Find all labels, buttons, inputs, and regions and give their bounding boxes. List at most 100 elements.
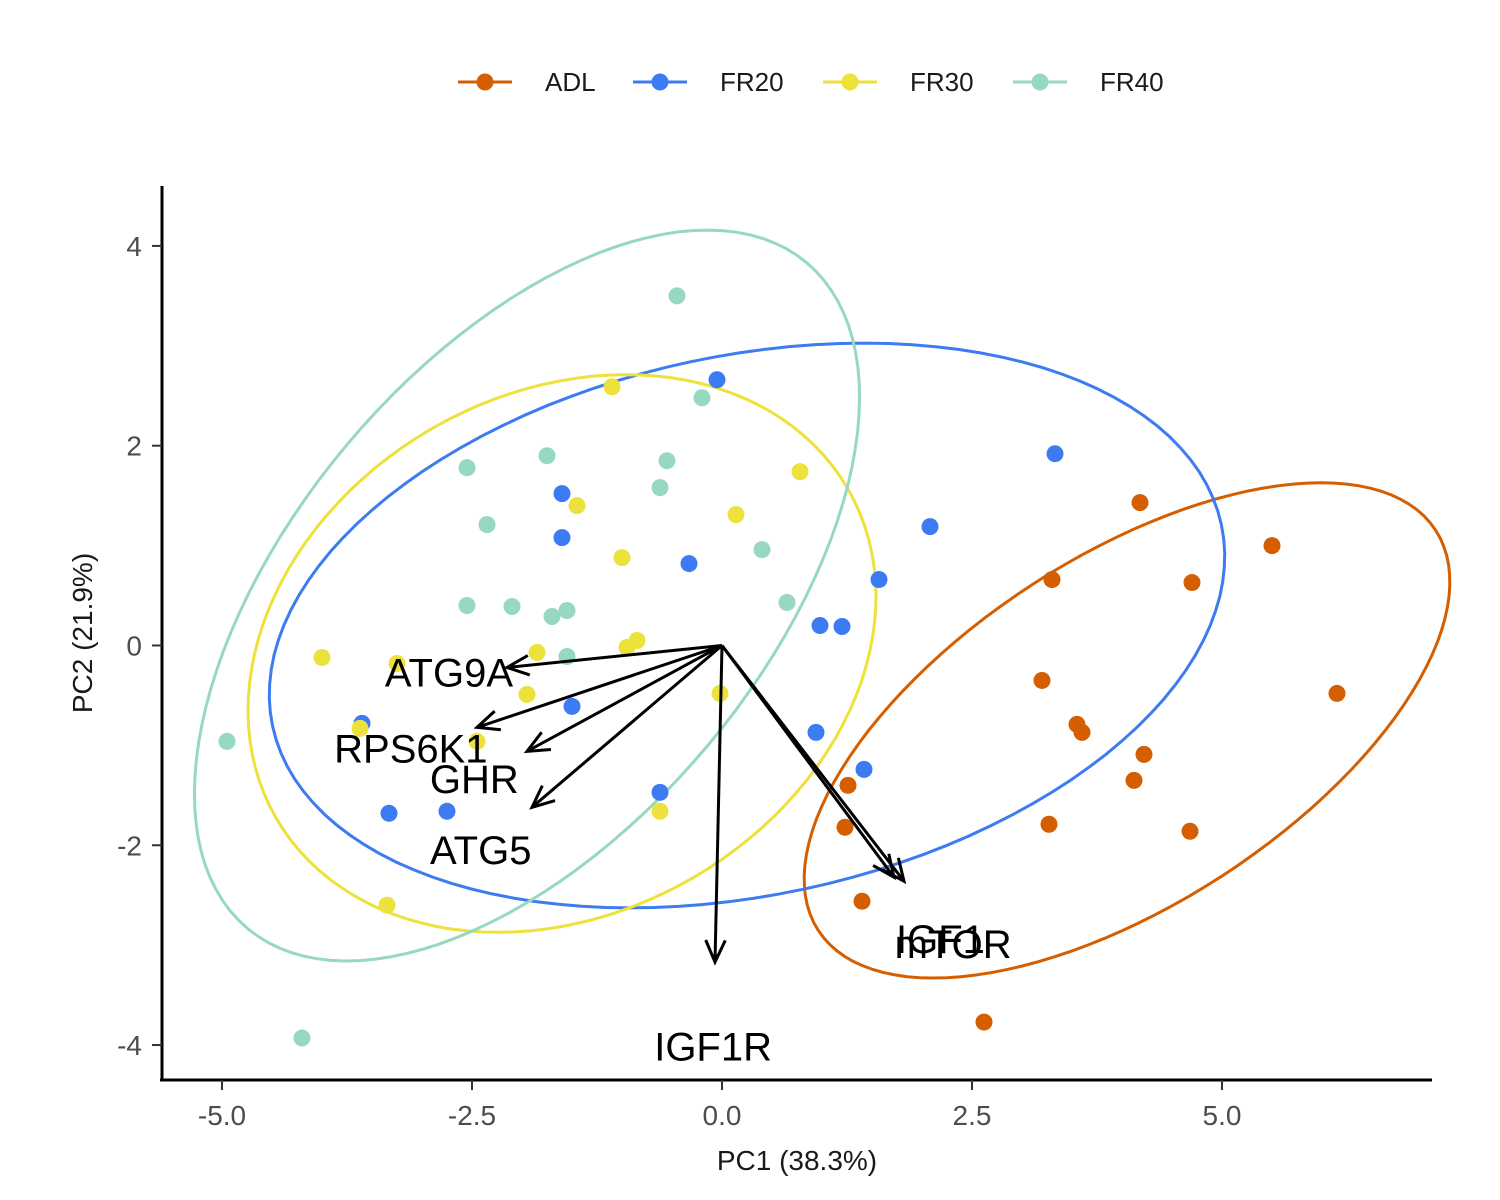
point-fr40	[778, 594, 796, 612]
loading-arrow-line	[526, 644, 723, 753]
point-fr20	[680, 555, 698, 573]
loading-arrow-head	[882, 857, 907, 885]
point-fr30	[613, 549, 631, 567]
point-fr40	[753, 541, 771, 559]
y-tick-label: -4	[117, 1030, 142, 1061]
legend-label: ADL	[545, 67, 596, 97]
point-fr30	[378, 896, 396, 914]
legend-label: FR20	[720, 67, 784, 97]
point-fr40	[558, 602, 576, 620]
point-adl	[1181, 822, 1199, 840]
point-adl	[1033, 671, 1051, 689]
point-fr40	[658, 452, 676, 470]
loading-arrow-line	[476, 644, 723, 729]
loading-label: GHR	[430, 758, 519, 802]
point-fr20	[870, 571, 888, 589]
loading-arrow-line	[713, 645, 724, 963]
point-fr30	[651, 802, 669, 820]
y-tick-label: 4	[126, 231, 142, 262]
x-tick-label: 0.0	[703, 1100, 742, 1131]
ellipse-fr30	[246, 373, 878, 934]
point-fr20	[553, 529, 571, 547]
x-tick-label: -5.0	[198, 1100, 246, 1131]
legend-item-fr20: FR20	[633, 67, 784, 97]
loading-arrow-line	[531, 644, 723, 809]
point-fr20	[563, 697, 581, 715]
loading-ghr: GHR	[430, 644, 723, 802]
legend-marker	[651, 73, 669, 91]
loading-arrow-head	[473, 710, 502, 732]
loading-atg5: ATG5	[430, 644, 723, 873]
point-fr40	[693, 389, 711, 407]
x-tick-label: -2.5	[448, 1100, 496, 1131]
loading-atg9a: ATG9A	[385, 643, 723, 695]
axis-ticks: -5.0 -2.5 0.0 2.5 5.0 -4 -2 0 2 4	[117, 231, 1241, 1131]
point-fr30	[603, 378, 621, 396]
point-fr20	[1046, 445, 1064, 463]
loading-label: ATG5	[430, 829, 532, 873]
y-axis-title: PC2 (21.9%)	[67, 553, 98, 713]
point-fr40	[668, 287, 686, 305]
point-fr20	[833, 618, 851, 636]
loading-rps6k1: RPS6K1	[334, 644, 723, 772]
point-adl	[1043, 571, 1061, 589]
legend-label: FR40	[1100, 67, 1164, 97]
point-adl	[853, 892, 871, 910]
x-tick-label: 2.5	[953, 1100, 992, 1131]
point-fr40	[503, 598, 521, 616]
data-points	[218, 287, 1346, 1047]
y-tick-label: 2	[126, 431, 142, 462]
loading-arrow-line	[720, 644, 906, 883]
point-fr20	[438, 802, 456, 820]
point-fr40	[293, 1029, 311, 1047]
legend-marker	[841, 73, 859, 91]
point-fr30	[528, 643, 546, 661]
point-fr20	[708, 371, 726, 389]
point-fr40	[538, 447, 556, 465]
loading-arrow-line	[506, 643, 723, 669]
legend-item-adl: ADL	[458, 67, 596, 97]
point-fr40	[478, 516, 496, 534]
legend: ADL FR20 FR30 FR40	[458, 67, 1164, 97]
point-adl	[1135, 745, 1153, 763]
point-fr20	[811, 617, 829, 635]
point-fr20	[921, 518, 939, 536]
loading-label: RPS6K1	[334, 728, 487, 772]
point-fr30	[313, 648, 331, 666]
point-adl	[1263, 537, 1281, 555]
point-fr20	[807, 723, 825, 741]
point-adl	[1328, 684, 1346, 702]
point-fr30	[791, 463, 809, 481]
point-adl	[1073, 723, 1091, 741]
point-adl	[1040, 815, 1058, 833]
loading-arrow-head	[523, 731, 552, 754]
point-fr40	[458, 597, 476, 615]
loading-arrow-head	[503, 654, 531, 677]
point-fr20	[651, 783, 669, 801]
point-fr20	[553, 485, 571, 503]
point-fr40	[543, 608, 561, 626]
point-adl	[836, 818, 854, 836]
y-tick-label: 0	[126, 630, 142, 661]
point-fr30	[618, 638, 636, 656]
point-adl	[1183, 574, 1201, 592]
ellipse-fr20	[267, 341, 1227, 910]
loading-label: IGF1R	[654, 1026, 772, 1070]
loading-igf1r: IGF1R	[654, 645, 772, 1070]
point-fr30	[468, 732, 486, 750]
legend-item-fr40: FR40	[1013, 67, 1164, 97]
point-adl	[1125, 771, 1143, 789]
legend-item-fr30: FR30	[823, 67, 974, 97]
confidence-ellipses	[192, 228, 1452, 980]
loading-arrow-head	[529, 784, 556, 810]
loading-label: mTOR	[895, 923, 1012, 967]
legend-label: FR30	[910, 67, 974, 97]
point-fr30	[388, 654, 406, 672]
point-fr30	[727, 506, 745, 524]
point-fr20	[855, 760, 873, 778]
x-tick-label: 5.0	[1203, 1100, 1242, 1131]
point-fr30	[568, 497, 586, 515]
x-axis-title: PC1 (38.3%)	[717, 1145, 877, 1176]
